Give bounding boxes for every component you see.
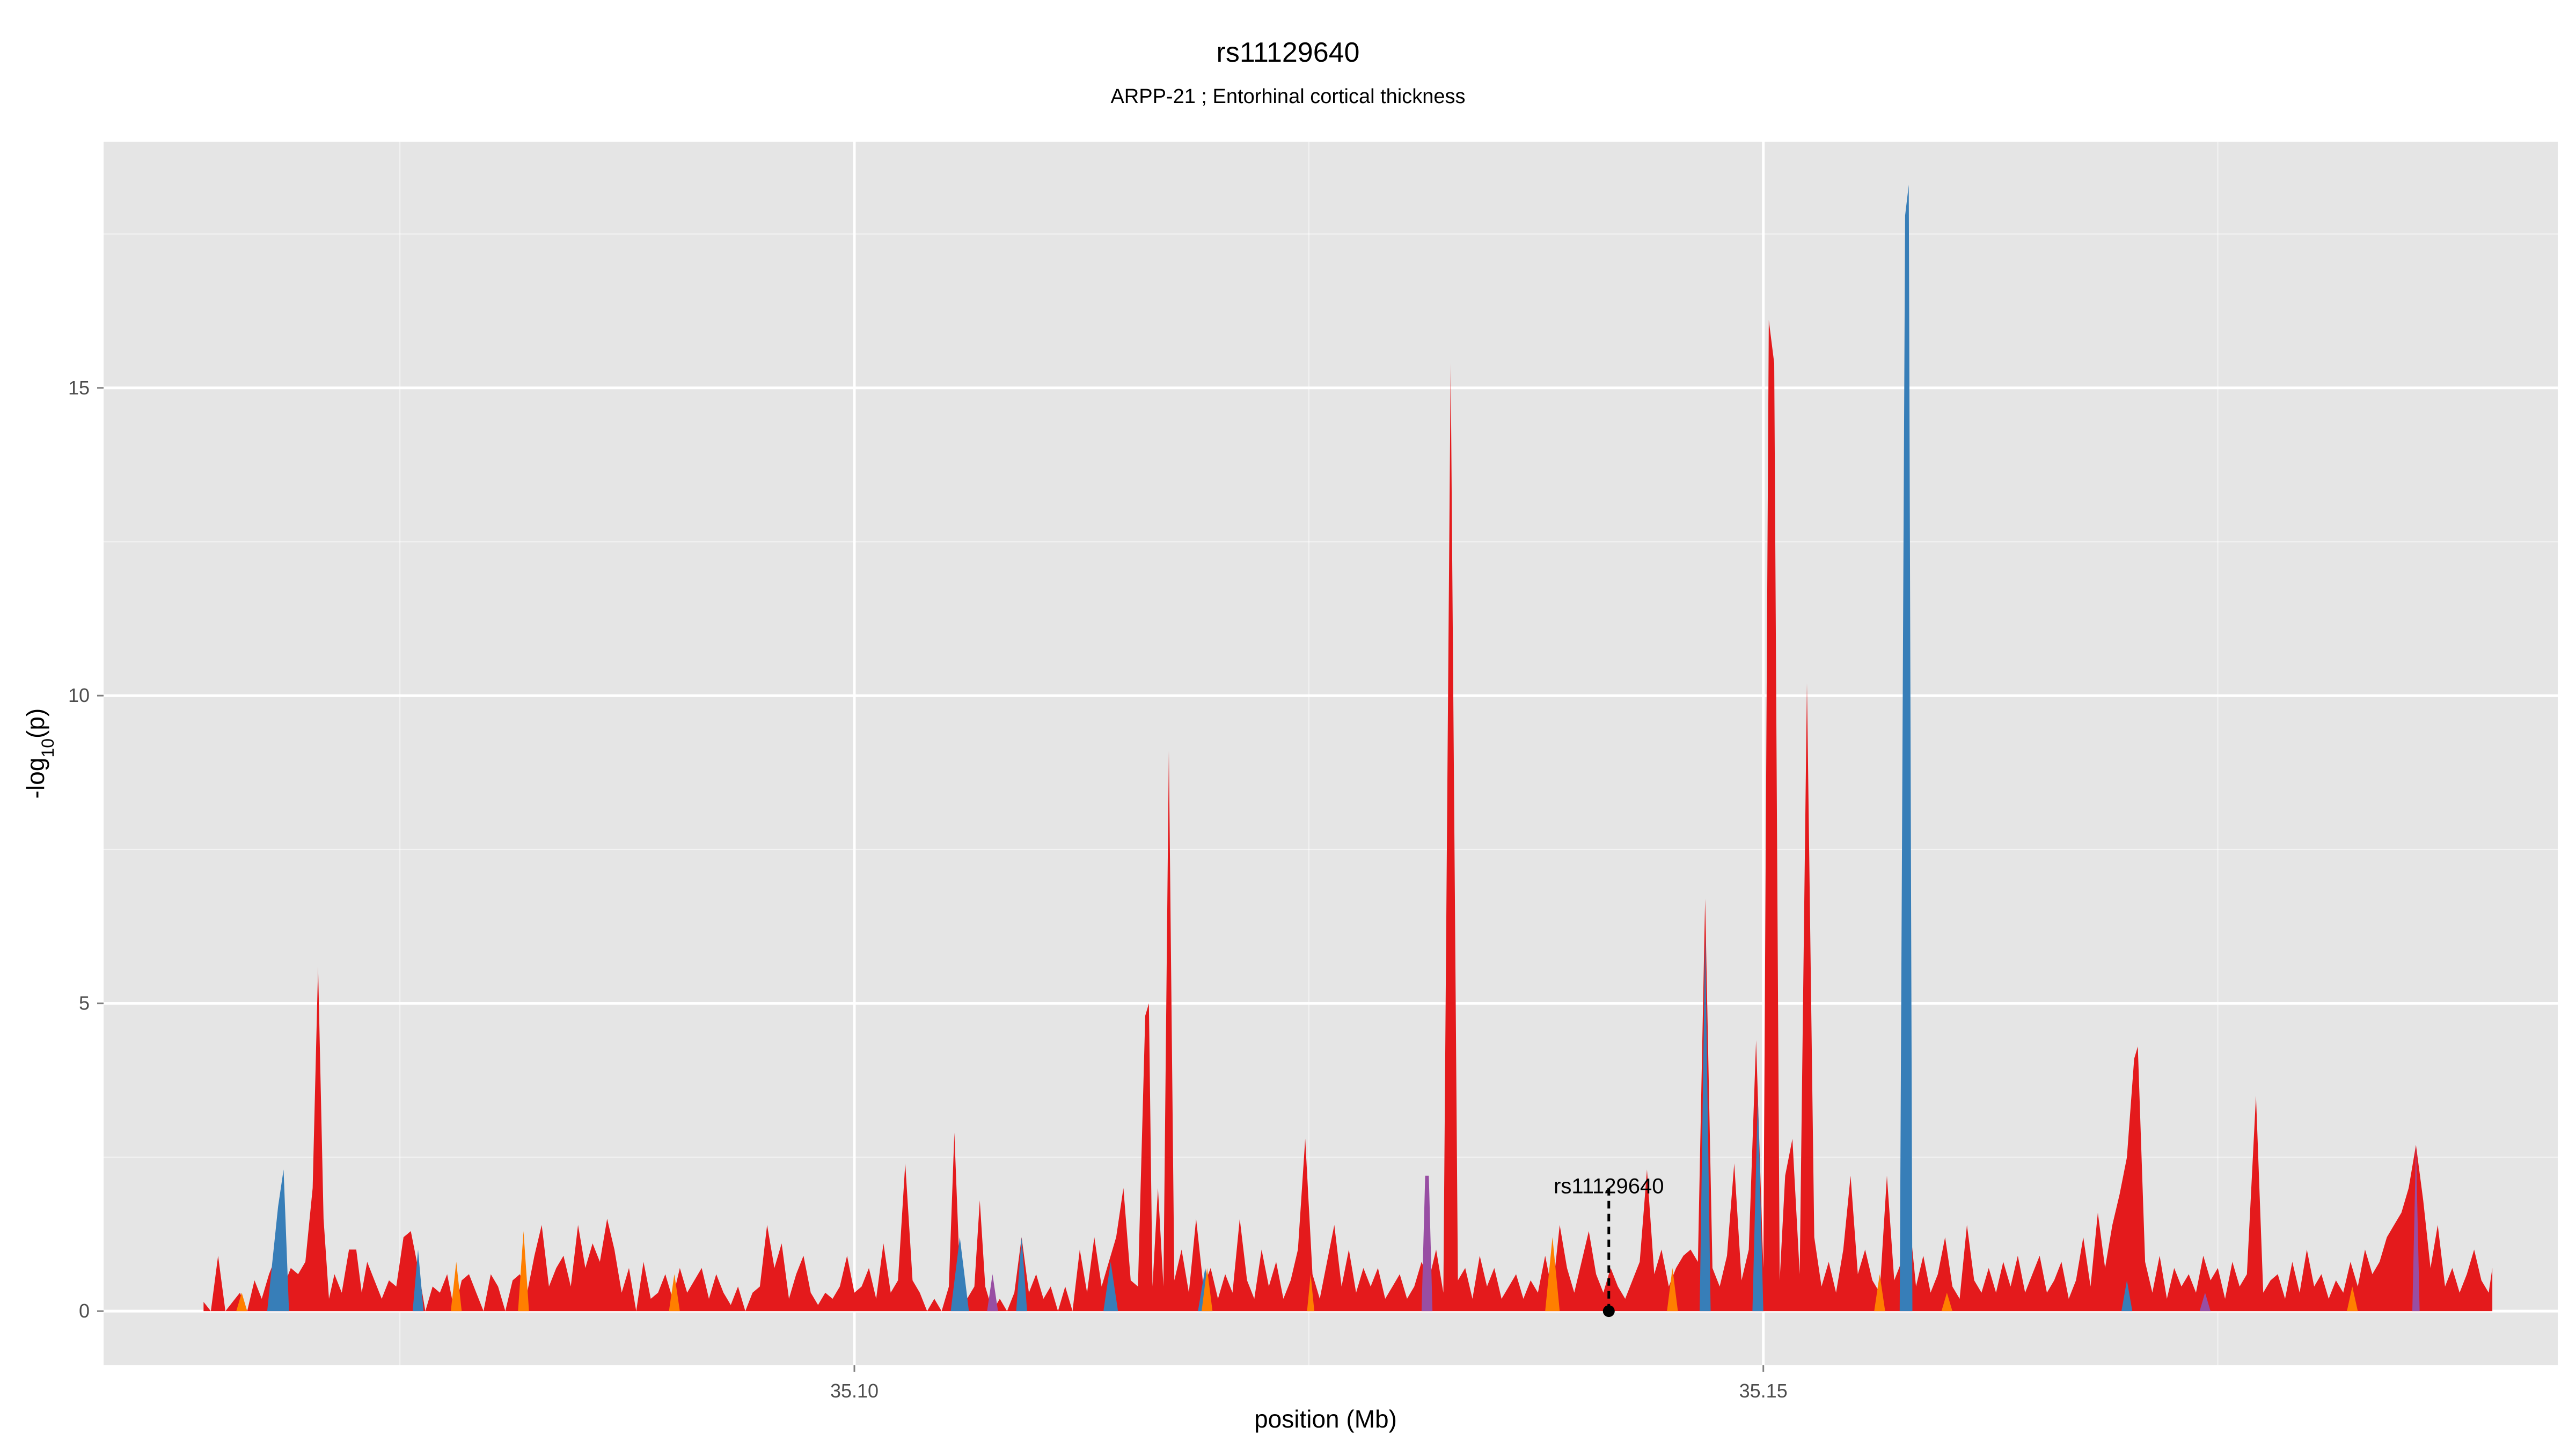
y-tick-label: 5 <box>79 992 90 1014</box>
plot-panel <box>104 142 2558 1365</box>
x-tick-label: 35.10 <box>830 1380 879 1402</box>
y-axis-title-sub: 10 <box>38 738 57 758</box>
chart-title: rs11129640 <box>1217 37 1360 68</box>
snp-annotation: rs11129640 <box>1554 1175 1664 1318</box>
y-axis-title-tail: (p) <box>21 708 49 738</box>
x-axis-title: position (Mb) <box>1254 1405 1397 1433</box>
x-tick-label: 35.15 <box>1739 1380 1788 1402</box>
snp-marker-point <box>1602 1305 1615 1318</box>
chart-subtitle: ARPP-21 ; Entorhinal cortical thickness <box>1110 85 1465 108</box>
y-tick-label: 10 <box>68 684 90 706</box>
y-tick-label: 15 <box>68 377 90 399</box>
y-tick-label: 0 <box>79 1300 90 1322</box>
snp-label: rs11129640 <box>1554 1175 1664 1198</box>
y-axis-title-main: -log <box>21 758 49 799</box>
grid-minor <box>104 142 2558 1365</box>
y-axis-title: -log10(p) <box>21 708 57 799</box>
axis-ticks: 35.10 35.15 0 5 10 15 <box>68 377 1788 1402</box>
